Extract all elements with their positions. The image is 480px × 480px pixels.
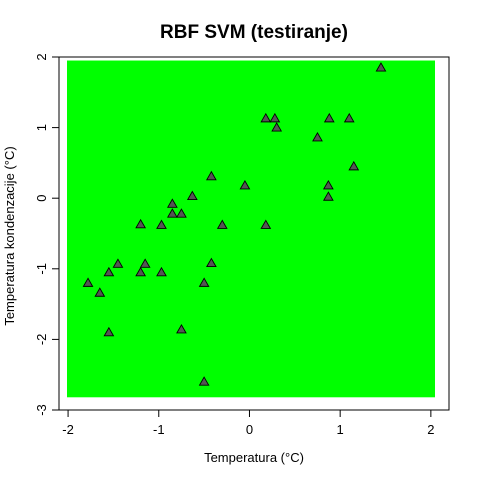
data-point: [205, 257, 217, 268]
data-point: [166, 208, 178, 218]
data-point: [322, 179, 334, 190]
data-point: [94, 287, 106, 297]
x-tick-label: 0: [246, 422, 253, 437]
data-point: [323, 112, 335, 123]
data-point: [166, 198, 178, 208]
data-point: [156, 219, 167, 229]
data-point: [205, 170, 217, 181]
data-point: [322, 191, 334, 201]
y-tick-label: 0: [34, 195, 49, 202]
data-point: [198, 376, 210, 386]
plot-area: [67, 60, 435, 398]
data-point: [135, 266, 147, 277]
data-point: [312, 131, 323, 142]
y-axis-label: Temperatura kondenzacije (°C): [2, 146, 17, 325]
data-point: [269, 112, 281, 123]
data-point: [343, 112, 355, 123]
x-tick-label: 1: [337, 422, 344, 437]
x-axis-label: Temperatura (°C): [204, 450, 304, 465]
y-tick-label: 1: [34, 124, 49, 131]
y-tick-label: -1: [34, 263, 49, 275]
data-point: [239, 179, 251, 190]
data-point: [156, 266, 167, 277]
x-tick-label: -1: [153, 422, 165, 437]
x-tick-label: -2: [62, 422, 74, 437]
data-point: [135, 218, 147, 229]
data-point: [176, 208, 187, 218]
data-point: [375, 62, 387, 72]
decision-region: [67, 60, 435, 398]
data-point: [176, 324, 187, 334]
data-point: [139, 258, 151, 268]
y-tick-label: -3: [34, 404, 49, 416]
data-point: [186, 190, 198, 200]
data-point: [260, 112, 272, 123]
data-point: [198, 277, 210, 287]
data-point: [216, 219, 228, 229]
data-point: [82, 277, 94, 287]
plot-frame: [58, 56, 450, 411]
data-point: [271, 122, 283, 132]
chart-title: RBF SVM (testiranje): [160, 22, 348, 43]
axes: -2 -1 0 1 2 -3 -2 -1 0 1 2: [34, 53, 450, 437]
x-tick-label: 2: [427, 422, 434, 437]
y-tick-label: -2: [34, 334, 49, 346]
data-point: [103, 326, 115, 337]
data-point: [112, 258, 124, 268]
data-point: [260, 219, 272, 229]
data-point: [348, 160, 360, 171]
data-point: [103, 266, 115, 277]
y-tick-label: 2: [34, 53, 49, 60]
